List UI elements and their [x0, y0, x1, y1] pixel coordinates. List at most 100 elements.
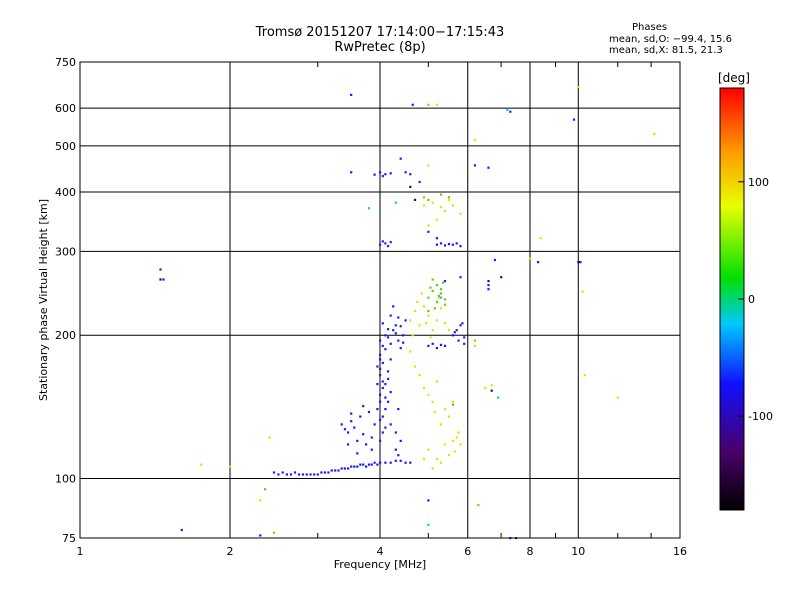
- data-point: [384, 383, 387, 386]
- data-point: [451, 243, 454, 246]
- data-point: [418, 324, 421, 327]
- data-point: [459, 245, 462, 248]
- chart-title: Tromsø 20151207 17:14:00−17:15:43: [255, 25, 505, 40]
- data-point: [422, 196, 426, 199]
- data-point: [439, 423, 443, 426]
- data-point: [404, 461, 407, 464]
- data-point: [379, 439, 382, 442]
- data-point: [399, 459, 402, 462]
- data-point: [376, 463, 379, 466]
- data-point: [422, 204, 426, 207]
- data-point: [473, 344, 476, 347]
- data-point: [529, 257, 532, 260]
- data-point: [583, 374, 586, 377]
- data-point: [347, 431, 350, 434]
- data-point: [431, 400, 434, 403]
- data-point: [537, 261, 540, 264]
- data-point: [379, 461, 382, 464]
- data-point: [539, 237, 542, 240]
- data-point: [384, 242, 387, 245]
- data-point: [443, 303, 447, 306]
- data-point: [461, 322, 464, 325]
- colorbar-tick-label: 100: [748, 176, 769, 189]
- data-point: [451, 439, 454, 442]
- data-point: [350, 171, 353, 174]
- data-point: [389, 342, 392, 345]
- data-point: [427, 393, 430, 396]
- data-point: [447, 243, 451, 246]
- data-point: [431, 329, 434, 332]
- data-point: [379, 367, 382, 370]
- data-point: [435, 347, 438, 350]
- data-point: [411, 334, 414, 337]
- data-point: [435, 284, 438, 287]
- data-point: [581, 290, 584, 293]
- data-point: [353, 426, 356, 429]
- data-point: [356, 465, 359, 468]
- data-point: [313, 473, 316, 476]
- data-point: [159, 268, 162, 271]
- data-point: [433, 307, 436, 310]
- x-tick-label: 16: [673, 545, 687, 558]
- data-point: [416, 300, 419, 304]
- data-point: [455, 329, 458, 332]
- data-point: [367, 410, 371, 414]
- data-point: [384, 348, 387, 351]
- data-point: [653, 132, 656, 135]
- data-point: [413, 198, 417, 201]
- data-point: [435, 457, 438, 460]
- data-point: [387, 370, 390, 373]
- y-tick-label: 400: [55, 186, 76, 199]
- data-point: [418, 374, 421, 377]
- data-point: [301, 473, 304, 476]
- data-point: [367, 207, 371, 210]
- data-point: [162, 278, 165, 281]
- data-point: [443, 322, 447, 325]
- data-point: [577, 85, 580, 89]
- data-point: [394, 459, 397, 462]
- data-point: [399, 325, 402, 328]
- data-point: [422, 305, 426, 308]
- data-point: [447, 454, 451, 457]
- data-point: [427, 499, 430, 502]
- data-point: [334, 469, 337, 472]
- data-point: [259, 499, 262, 502]
- data-point: [379, 418, 382, 421]
- data-point: [281, 471, 284, 474]
- y-axis-label: Stationary phase Virtual Height [km]: [37, 199, 50, 401]
- data-point: [259, 534, 262, 537]
- data-point: [443, 209, 447, 213]
- data-point: [397, 408, 400, 411]
- data-point: [451, 400, 454, 403]
- data-point: [473, 138, 476, 141]
- data-point: [451, 334, 454, 337]
- data-point: [362, 405, 365, 408]
- data-point: [487, 288, 490, 291]
- data-point: [305, 473, 308, 476]
- data-point: [409, 173, 412, 176]
- data-point: [459, 443, 462, 446]
- data-point: [399, 347, 402, 350]
- colorbar-ticks: 100 0 -100: [738, 176, 773, 423]
- data-point: [353, 465, 356, 468]
- data-point: [451, 403, 454, 406]
- data-point: [263, 488, 267, 491]
- data-point: [443, 280, 447, 283]
- plot-grid: [79, 61, 681, 539]
- data-point: [323, 471, 326, 474]
- data-point: [399, 157, 402, 160]
- data-point: [297, 473, 301, 476]
- data-point: [379, 358, 382, 361]
- data-point: [404, 319, 407, 322]
- data-point: [350, 412, 353, 415]
- data-point: [392, 305, 395, 308]
- y-tick-label: 100: [55, 473, 76, 486]
- data-point: [473, 339, 476, 342]
- data-point: [427, 230, 430, 233]
- data-point: [435, 237, 438, 240]
- data-point: [447, 198, 451, 201]
- data-point: [394, 201, 397, 204]
- data-point: [509, 110, 512, 113]
- data-point: [427, 164, 430, 167]
- data-point: [447, 196, 451, 199]
